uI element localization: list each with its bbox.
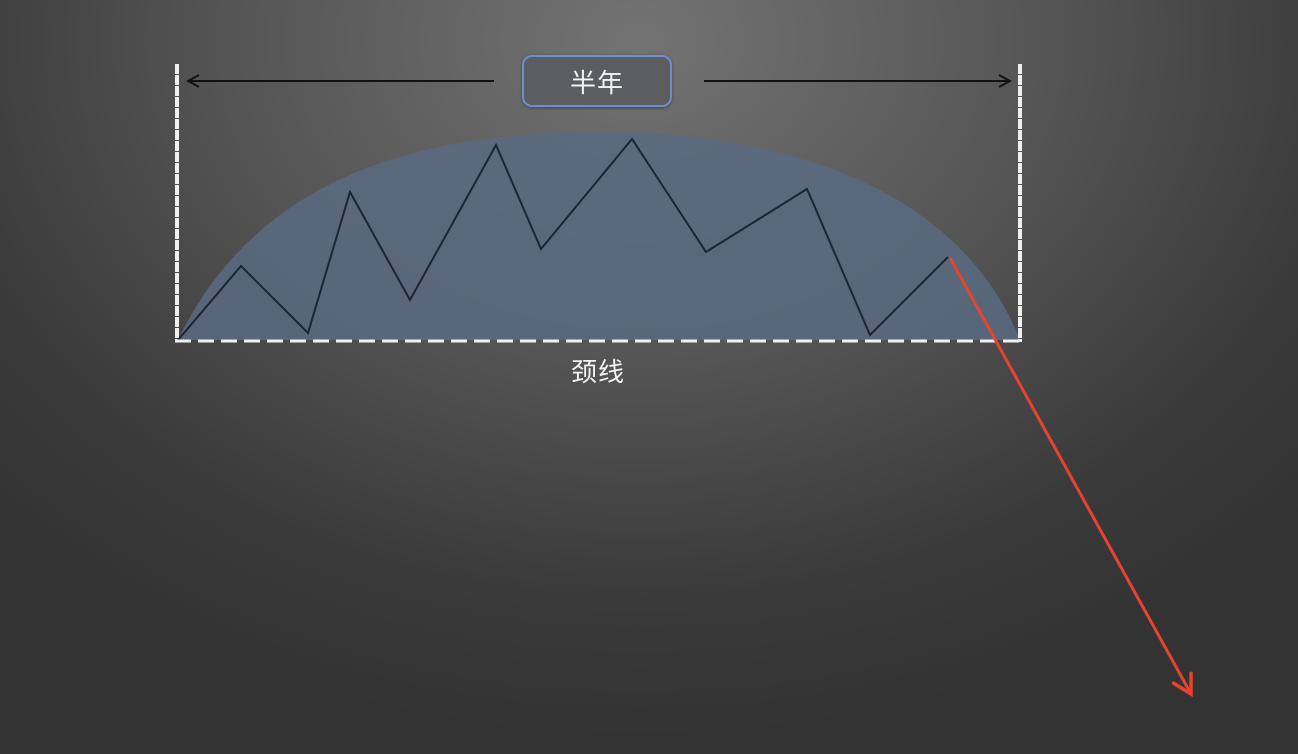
rounded-top-dome: [178, 132, 1020, 340]
duration-label: 半年: [569, 68, 624, 99]
neckline-label: 颈线: [570, 358, 625, 388]
duration-label-box: 半年: [522, 55, 672, 107]
price-line: [177, 137, 949, 341]
breakdown-arrow: [948, 257, 1193, 698]
